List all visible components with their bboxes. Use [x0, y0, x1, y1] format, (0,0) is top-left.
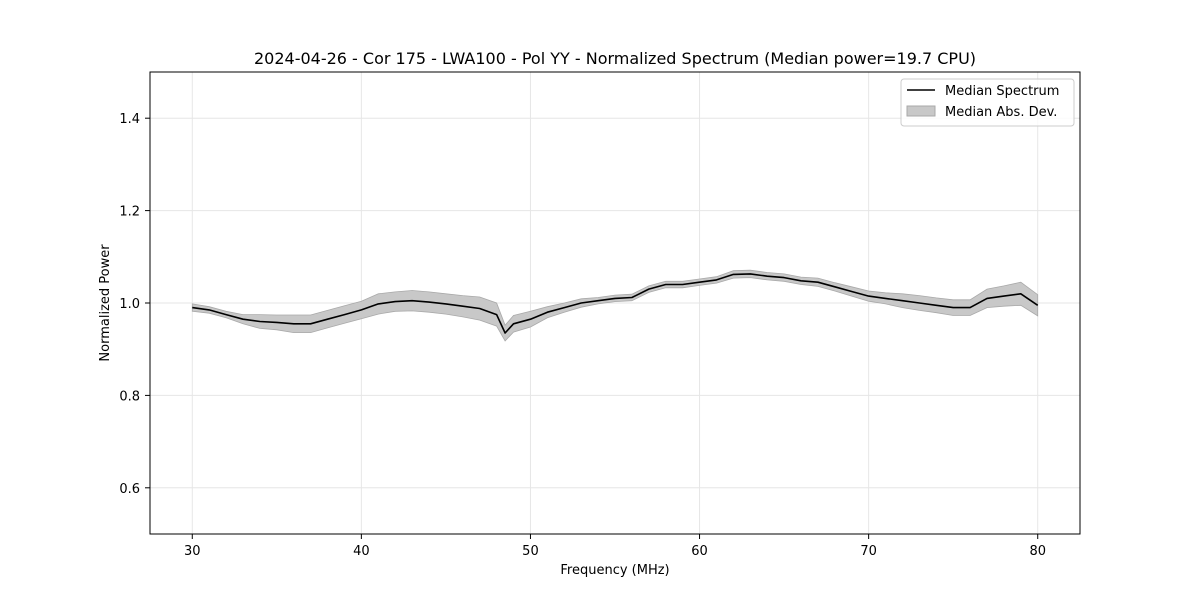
legend-entry-median-abs-dev: Median Abs. Dev. [945, 105, 1057, 120]
legend-band-swatch [906, 105, 936, 117]
legend-box [900, 78, 1075, 127]
x-tick-label: 40 [353, 544, 370, 559]
x-tick-label: 80 [1029, 544, 1046, 559]
legend-entry-median-spectrum: Median Spectrum [945, 84, 1059, 99]
x-tick-label: 70 [860, 544, 877, 559]
chart-title: 2024-04-26 - Cor 175 - LWA100 - Pol YY -… [254, 49, 976, 68]
y-tick-label: 1.4 [119, 112, 140, 127]
x-axis-label: Frequency (MHz) [560, 563, 669, 578]
y-axis-label: Normalized Power [98, 244, 113, 362]
median-line-layer [192, 273, 1039, 334]
x-tick-label: 30 [184, 544, 201, 559]
x-tick-label: 60 [691, 544, 708, 559]
y-tick-label: 0.6 [119, 482, 140, 497]
mad-band-layer [191, 269, 1039, 342]
median-spectrum-line [192, 273, 1039, 334]
y-axis-ticks: 0.6 0.8 1.0 1.2 1.4 [119, 112, 150, 497]
y-tick-label: 1.2 [119, 205, 140, 220]
y-tick-label: 0.8 [119, 389, 140, 404]
x-axis-ticks: 30 40 50 60 70 80 [184, 534, 1046, 559]
y-tick-label: 1.0 [119, 297, 140, 312]
x-tick-label: 50 [522, 544, 539, 559]
legend: Median Spectrum Median Abs. Dev. [900, 78, 1075, 127]
mad-band [191, 269, 1039, 342]
